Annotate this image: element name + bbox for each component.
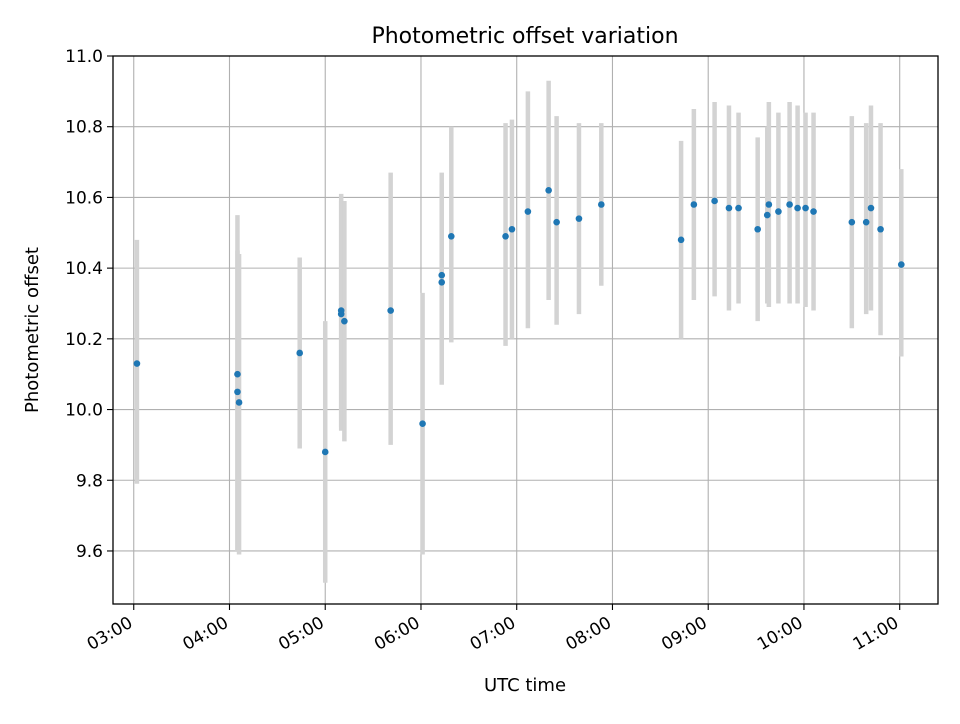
data-point — [341, 317, 348, 325]
y-tick-label: 9.8 — [76, 471, 103, 491]
data-point — [690, 201, 698, 208]
data-point — [802, 204, 809, 212]
data-point — [725, 204, 733, 212]
data-point — [235, 399, 243, 406]
plot-area — [113, 56, 938, 604]
data-point — [786, 201, 793, 208]
data-point — [234, 370, 241, 378]
y-tick-label: 10.0 — [65, 401, 103, 421]
data-point — [553, 218, 560, 226]
data-point — [575, 215, 583, 222]
data-point — [897, 261, 905, 268]
data-point — [234, 388, 241, 396]
data-point — [597, 201, 605, 208]
data-point — [296, 349, 304, 357]
data-point — [524, 208, 532, 215]
data-point — [735, 204, 742, 212]
y-tick-label: 10.4 — [65, 259, 103, 279]
y-axis-label: Photometric offset — [22, 247, 43, 413]
data-point — [677, 236, 685, 244]
data-point — [133, 360, 141, 367]
data-point — [545, 187, 552, 194]
y-tick-label: 10.6 — [65, 188, 103, 208]
data-point — [502, 233, 509, 240]
data-point — [775, 208, 782, 215]
y-tick-label: 10.8 — [65, 118, 103, 138]
data-point — [447, 233, 455, 240]
data-point — [862, 218, 870, 226]
y-tick-label: 9.6 — [76, 542, 103, 562]
data-point — [763, 211, 771, 219]
y-tick-label: 11.0 — [65, 47, 103, 67]
data-point — [877, 225, 884, 233]
data-point — [321, 448, 329, 456]
chart-title: Photometric offset variation — [371, 24, 678, 49]
data-point — [387, 307, 394, 314]
data-point — [754, 225, 761, 233]
x-axis-label: UTC time — [484, 675, 566, 696]
data-point — [794, 204, 801, 212]
data-point — [848, 218, 856, 226]
data-point — [337, 310, 345, 318]
data-point — [765, 201, 773, 208]
data-point — [438, 278, 446, 286]
y-axis-ticks: 9.6 9.8 10.0 10.2 10.4 10.6 10.8 11.0 — [65, 47, 113, 562]
data-point — [867, 204, 875, 212]
data-point — [419, 420, 426, 427]
plot-frame — [112, 55, 939, 605]
data-point — [810, 208, 817, 215]
data-point — [438, 271, 446, 279]
data-point — [508, 225, 516, 233]
data-point — [711, 197, 718, 205]
data-points — [133, 187, 905, 456]
y-tick-label: 10.2 — [65, 330, 103, 350]
